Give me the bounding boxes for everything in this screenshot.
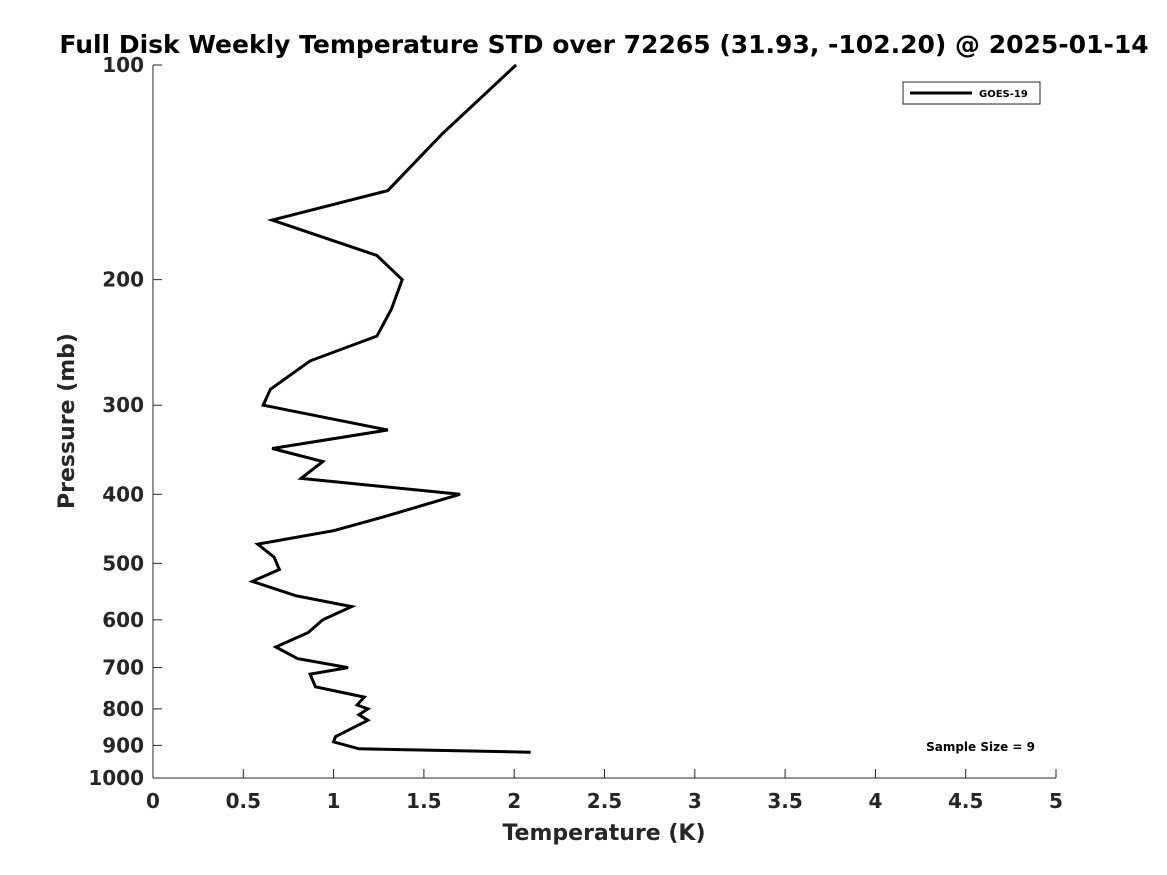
data-point <box>441 133 443 135</box>
x-tick-label: 0.5 <box>226 789 261 813</box>
data-point <box>307 631 309 633</box>
data-point <box>262 404 264 406</box>
data-point <box>333 741 335 743</box>
x-tick-label: 2 <box>507 789 521 813</box>
y-tick-label: 1000 <box>88 766 144 790</box>
data-point <box>315 686 317 688</box>
y-tick-label: 500 <box>102 551 144 575</box>
sample-size-note: Sample Size = 9 <box>926 740 1035 754</box>
y-tick-label: 100 <box>102 53 144 77</box>
data-point <box>313 682 315 684</box>
x-tick-label: 3 <box>688 789 702 813</box>
x-tick-label: 4 <box>868 789 882 813</box>
data-point <box>367 708 369 710</box>
data-point <box>376 335 378 337</box>
data-point <box>269 388 271 390</box>
data-point <box>376 254 378 256</box>
data-point <box>257 543 259 545</box>
data-point <box>387 190 389 192</box>
x-axis-label: Temperature (K) <box>502 821 705 846</box>
data-point <box>275 646 277 648</box>
data-point <box>334 736 336 738</box>
data-point <box>322 619 324 621</box>
chart-title: Full Disk Weekly Temperature STD over 72… <box>59 30 1148 59</box>
legend: GOES-19 <box>902 81 1041 105</box>
y-axis-label: Pressure (mb) <box>55 333 80 509</box>
y-tick-label: 600 <box>102 608 144 632</box>
data-point <box>251 580 253 582</box>
data-point <box>271 447 273 449</box>
x-tick-label: 2.5 <box>587 789 622 813</box>
y-tick-label: 700 <box>102 656 144 680</box>
data-point <box>401 279 403 281</box>
data-point <box>322 461 324 463</box>
data-point <box>295 595 297 597</box>
y-tick-label: 300 <box>102 393 144 417</box>
data-point <box>363 696 365 698</box>
series-line-goes-19 <box>248 63 531 754</box>
data-point <box>529 751 531 753</box>
x-tick-label: 0 <box>146 789 160 813</box>
plot-area: 0 0.5 1 1.5 2 2.5 3 3.5 4 4.5 5 100 200 300 400 500 600… <box>88 53 1063 813</box>
x-tick-label: 1 <box>327 789 341 813</box>
data-point <box>347 667 349 669</box>
data-point <box>387 429 389 431</box>
data-point <box>367 719 369 721</box>
data-point <box>278 568 280 570</box>
data-point <box>390 308 392 310</box>
data-point <box>358 748 360 750</box>
x-tick-label: 3.5 <box>767 789 802 813</box>
legend-entry-goes-19: GOES-19 <box>979 89 1028 100</box>
y-tick-label: 900 <box>102 733 144 757</box>
data-point <box>459 493 461 495</box>
series-layer <box>248 63 531 754</box>
x-tick-label: 1.5 <box>406 789 441 813</box>
data-point <box>271 219 273 221</box>
data-point <box>383 516 385 518</box>
x-tick-label: 5 <box>1049 789 1063 813</box>
data-point <box>300 477 302 479</box>
y-tick-label: 400 <box>102 482 144 506</box>
x-axis-ticks: 0 0.5 1 1.5 2 2.5 3 3.5 4 4.5 5 <box>146 769 1063 813</box>
data-point <box>309 673 311 675</box>
data-point <box>515 64 517 66</box>
x-tick-label: 4.5 <box>948 789 983 813</box>
data-point <box>296 658 298 660</box>
data-point <box>273 556 275 558</box>
data-point <box>309 360 311 362</box>
data-point <box>358 714 360 716</box>
y-axis-ticks: 100 200 300 400 500 600 700 800 900 1000 <box>88 53 162 790</box>
data-point <box>356 704 358 706</box>
y-tick-label: 200 <box>102 268 144 292</box>
data-point <box>351 606 353 608</box>
y-tick-label: 800 <box>102 697 144 721</box>
data-point <box>333 530 335 532</box>
